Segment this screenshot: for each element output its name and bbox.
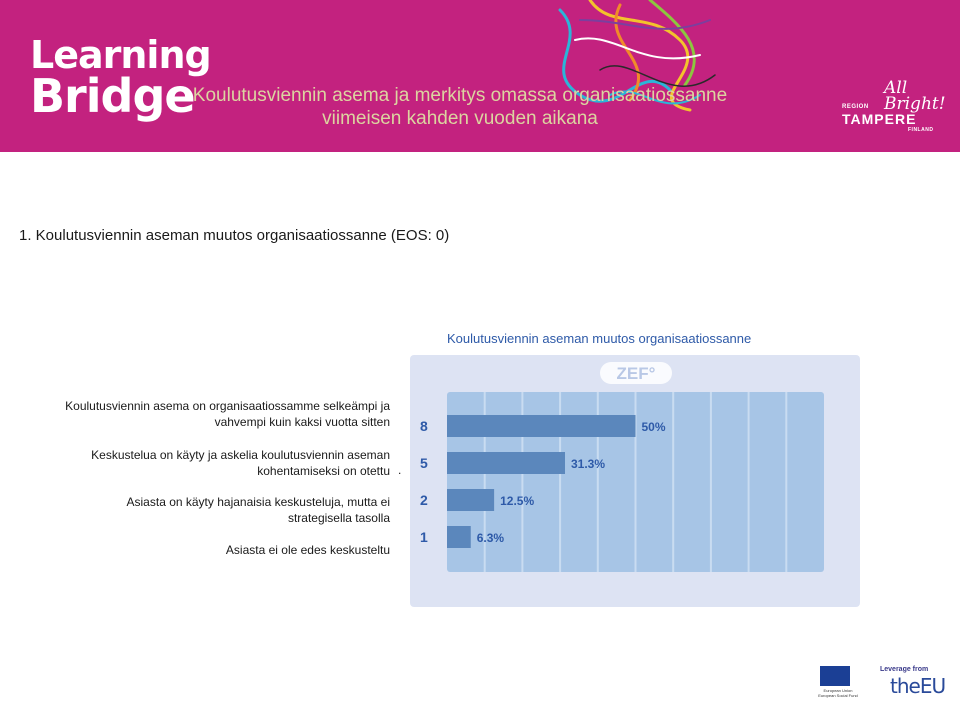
answer-label-3-line-2: strategisella tasolla — [287, 511, 390, 525]
answer-label-2-line-2: kohentamiseksi on otettu — [257, 464, 390, 478]
bar-count-label-2: 5 — [420, 455, 428, 471]
logo-line-2: Bridge — [30, 69, 196, 123]
answer-label-2-line-1: Keskustelua on käyty ja askelia koulutus… — [91, 448, 390, 462]
leverage-text: Leverage from — [880, 666, 929, 673]
decorative-art — [558, 0, 716, 112]
logo-line-1: Learning — [30, 33, 212, 77]
bar-value-label-3: 12.5% — [500, 494, 534, 508]
the-eu-text: theEU — [890, 674, 946, 698]
tampere-region: REGION — [842, 104, 869, 110]
bar-value-label-4: 6.3% — [477, 531, 505, 545]
learning-bridge-logo: Learning Bridge — [30, 33, 212, 123]
bar-value-label-1: 50% — [642, 420, 666, 434]
answer-label-3-line-1: Asiasta on käyty hajanaisia keskusteluja… — [126, 495, 390, 509]
bar-4 — [447, 526, 471, 548]
answer-label-4-line-1: Asiasta ei ole edes keskusteltu — [225, 543, 390, 557]
bar-value-label-2: 31.3% — [571, 457, 605, 471]
answer-label-2: Keskustelua on käyty ja askelia koulutus… — [40, 447, 390, 479]
eu-fund-text: European Union European Social Fund — [818, 688, 858, 698]
bar-count-label-4: 1 — [420, 529, 428, 545]
answer-label-1-line-2: vahvempi kuin kaksi vuotta sitten — [214, 415, 390, 429]
eu-flag-icon — [820, 666, 850, 686]
bar-3 — [447, 489, 495, 511]
tampere-tagline: All Bright! — [884, 78, 946, 114]
answer-label-1-line-1: Koulutusviennin asema on organisaatiossa… — [65, 399, 390, 413]
chart-title: Koulutusviennin aseman muutos organisaat… — [447, 331, 752, 346]
tampere-country: FINLAND — [908, 127, 934, 133]
answer-label-1: Koulutusviennin asema on organisaatiossa… — [40, 398, 390, 430]
answer-label-3: Asiasta on käyty hajanaisia keskusteluja… — [40, 494, 390, 526]
zef-badge — [600, 362, 672, 384]
page-title: Koulutusviennin asema ja merkitys omassa… — [180, 84, 740, 130]
bar-2 — [447, 452, 566, 474]
header-banner: Learning Bridge Koulutusviennin asema ja… — [0, 0, 960, 152]
page-title-line-2: viimeisen kahden vuoden aikana — [322, 108, 598, 129]
question-heading: 1. Koulutusviennin aseman muutos organis… — [19, 227, 450, 244]
bar-count-label-3: 2 — [420, 492, 428, 508]
bar-1 — [447, 415, 636, 437]
bar-chart: ZEF° 8 50% 5 31.3% 2 12.5% 1 6.3% — [420, 362, 824, 572]
tampere-name: TAMPERE — [842, 111, 917, 127]
answer-label-4: Asiasta ei ole edes keskusteltu — [40, 542, 390, 558]
zef-badge-label: ZEF° — [617, 364, 656, 383]
page-title-line-1: Koulutusviennin asema ja merkitys omassa… — [192, 85, 728, 106]
stray-dot: . — [398, 463, 402, 477]
eu-logo: European Union European Social Fund Leve… — [818, 664, 958, 704]
tampere-logo: All Bright! REGION TAMPERE FINLAND — [838, 78, 946, 138]
bar-count-label-1: 8 — [420, 418, 428, 434]
